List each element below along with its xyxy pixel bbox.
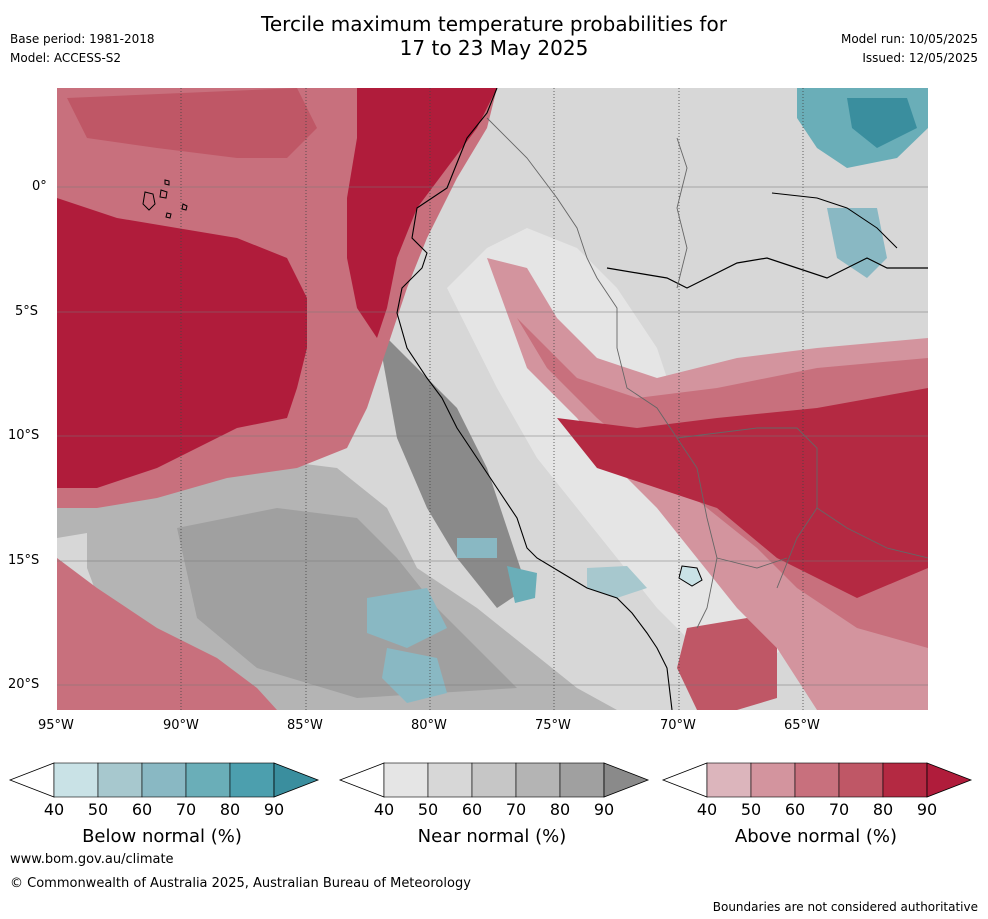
legend-near-title: Near normal (%) [417,826,567,847]
colorbar-below-segment [141,762,187,798]
colorbar-near: 40 50 60 70 80 90 [338,762,650,819]
boundary-disclaimer: Boundaries are not considered authoritat… [712,900,978,914]
colorbar-near-tick: 60 [462,800,482,819]
colorbar-above-segment [882,762,928,798]
near-normal-southern-dark [177,508,517,698]
above-normal-northern-core [347,88,497,338]
colorbar-below: 40 50 60 70 80 90 [8,762,320,819]
colorbar-above-under-triangle [661,762,708,798]
probability-map [57,88,928,710]
rio-negro [771,192,898,249]
page-title: Tercile maximum temperature probabilitie… [0,12,988,60]
colorbar-above-segment [750,762,796,798]
issued-date: Issued: 12/05/2025 [862,51,978,65]
colorbar-near-tick: 40 [374,800,394,819]
colorbar-above-segment [706,762,752,798]
title-line-2: 17 to 23 May 2025 [399,36,589,60]
legend-below-title: Below normal (%) [82,826,242,847]
colorbar-above: 40 50 60 70 80 90 [661,762,973,819]
colorbar-below-over-triangle [273,762,320,798]
colorbar-near-tick: 70 [506,800,526,819]
colorbar-near-segment [559,762,605,798]
below-normal-ocean-2 [382,648,447,703]
above-normal-northwest [67,88,317,158]
colorbar-above-tick: 80 [873,800,893,819]
colorbar-below-segment [185,762,231,798]
below-normal-ocean-1 [367,588,447,648]
galapagos-islands [142,179,188,219]
copyright-notice: © Commonwealth of Australia 2025, Austra… [10,876,471,891]
colorbar-near-segment [471,762,517,798]
below-normal-bolivia [457,538,497,558]
colorbar-near-segment [427,762,473,798]
colorbar-near-segment [515,762,561,798]
graticule-parallels [57,186,928,686]
colorbar-below-tick: 60 [132,800,152,819]
colorbar-above-tick: 70 [829,800,849,819]
south-america-coastline [396,88,673,710]
colorbar-above-tick: 90 [917,800,937,819]
lon-label-70w: 70°W [660,718,696,733]
legend-area: 40 50 60 70 80 90 40 50 60 70 80 90 40 50 60 70 80 90 [8,762,973,819]
above-normal-south-bolivia [677,618,777,710]
colorbar-below-segment [97,762,143,798]
colorbar-below-segment [229,762,275,798]
website-link[interactable]: www.bom.gov.au/climate [10,852,174,867]
colorbar-below-under-triangle [8,762,55,798]
colorbar-above-tick: 50 [741,800,761,819]
colorbar-near-over-triangle [603,762,650,798]
colorbar-near-segment [383,762,429,798]
colorbar-above-over-triangle [926,762,973,798]
model-name: Model: ACCESS-S2 [10,51,122,65]
above-normal-east-core [557,388,928,598]
colorbar-above-segment [794,762,840,798]
lon-label-80w: 80°W [411,718,447,733]
title-line-1: Tercile maximum temperature probabilitie… [261,12,727,36]
legend-above-title: Above normal (%) [734,826,898,847]
lat-label-10s: 10°S [8,428,40,443]
colorbar-near-tick: 80 [550,800,570,819]
amazon-river [606,257,928,289]
lon-label-85w: 85°W [287,718,323,733]
colorbar-below-tick: 80 [220,800,240,819]
above-normal-southwest [57,558,277,710]
colorbar-below-tick: 50 [88,800,108,819]
colorbar-above-tick: 40 [697,800,717,819]
lat-label-15s: 15°S [8,553,40,568]
lat-label-20s: 20°S [8,677,40,692]
colorbar-near-tick: 90 [594,800,614,819]
lat-label-5s: 5°S [15,304,39,319]
base-period: Base period: 1981-2018 [10,32,155,46]
country-borders [486,117,928,629]
colorbar-above-segment [838,762,884,798]
colorbar-near-tick: 50 [418,800,438,819]
colorbar-below-tick: 90 [264,800,284,819]
below-normal-northeast-core [847,98,917,148]
lon-label-90w: 90°W [163,718,199,733]
colorbar-above-tick: 60 [785,800,805,819]
lake-titicaca [678,565,703,587]
colorbar-below-tick: 40 [44,800,64,819]
lat-label-0: 0° [32,179,47,194]
model-run: Model run: 10/05/2025 [840,32,978,46]
lon-label-75w: 75°W [535,718,571,733]
lon-label-65w: 65°W [784,718,820,733]
above-normal-pacific-core [57,198,307,488]
below-normal-coast-1 [507,566,537,603]
below-normal-peru [587,566,647,598]
colorbar-near-under-triangle [338,762,385,798]
lon-label-95w: 95°W [38,718,74,733]
colorbar-below-tick: 70 [176,800,196,819]
colorbar-below-segment [53,762,99,798]
